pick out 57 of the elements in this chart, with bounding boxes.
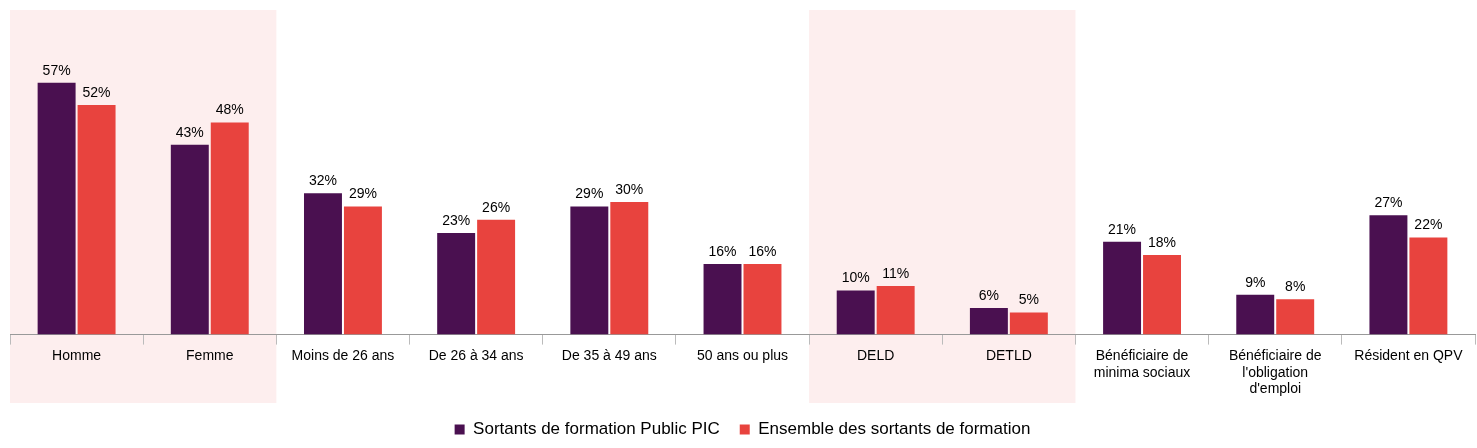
data-label: 10% xyxy=(841,269,870,286)
data-label: 16% xyxy=(748,242,777,259)
data-label: 32% xyxy=(308,172,337,189)
data-label: 29% xyxy=(348,185,377,202)
data-label: 26% xyxy=(482,198,511,215)
bar xyxy=(304,193,342,335)
bar xyxy=(437,233,476,335)
bar xyxy=(1103,241,1142,335)
bar xyxy=(610,202,649,335)
bar xyxy=(1009,312,1048,335)
bar xyxy=(1409,237,1448,335)
bar xyxy=(210,122,249,335)
legend-label: Ensemble des sortants de formation xyxy=(758,419,1031,439)
data-label: 11% xyxy=(882,264,910,281)
data-label: 30% xyxy=(615,180,644,197)
bar xyxy=(969,308,1008,335)
x-tick-label: De 35 à 49 ans xyxy=(561,346,657,363)
x-tick-label: 50 ans ou plus xyxy=(696,346,789,363)
bar xyxy=(1236,294,1275,335)
data-label: 48% xyxy=(215,101,244,118)
bar xyxy=(170,144,209,335)
x-tick-label: DETLD xyxy=(985,346,1032,363)
bar xyxy=(37,82,76,335)
data-label: 18% xyxy=(1148,233,1177,250)
bar xyxy=(343,206,382,335)
data-label: 22% xyxy=(1414,216,1443,233)
bar xyxy=(836,290,875,335)
x-tick-label: Bénéficiaire de minima sociaux xyxy=(1093,346,1191,380)
x-tick-label: De 26 à 34 ans xyxy=(428,346,524,363)
bar xyxy=(570,206,609,335)
x-tick-label: Homme xyxy=(52,346,102,363)
data-label: 16% xyxy=(708,242,737,259)
data-label: 27% xyxy=(1374,194,1403,211)
x-tick-label: DELD xyxy=(857,346,895,363)
bar xyxy=(703,263,742,335)
data-label: 43% xyxy=(175,123,204,140)
data-label: 57% xyxy=(42,61,71,78)
bar xyxy=(1276,299,1315,335)
bar xyxy=(77,104,116,335)
bar xyxy=(876,286,915,335)
bar xyxy=(477,219,516,335)
x-tick-label: Moins de 26 ans xyxy=(291,346,395,363)
data-label: 23% xyxy=(442,211,471,228)
bar xyxy=(743,263,782,335)
data-label: 52% xyxy=(82,83,111,100)
x-tick-label: Femme xyxy=(186,346,234,363)
x-tick-label: Résident en QPV xyxy=(1354,346,1464,363)
data-label: 5% xyxy=(1018,291,1039,308)
legend-label: Sortants de formation Public PIC xyxy=(473,419,720,439)
x-tick-label: Bénéficiaire de l'obligation d'emploi xyxy=(1228,346,1322,397)
bar xyxy=(1369,215,1408,335)
data-label: 6% xyxy=(978,286,999,303)
data-label: 29% xyxy=(575,185,604,202)
data-label: 9% xyxy=(1245,273,1266,290)
data-label: 8% xyxy=(1285,278,1306,295)
bar xyxy=(1143,255,1181,335)
data-label: 21% xyxy=(1108,220,1137,237)
